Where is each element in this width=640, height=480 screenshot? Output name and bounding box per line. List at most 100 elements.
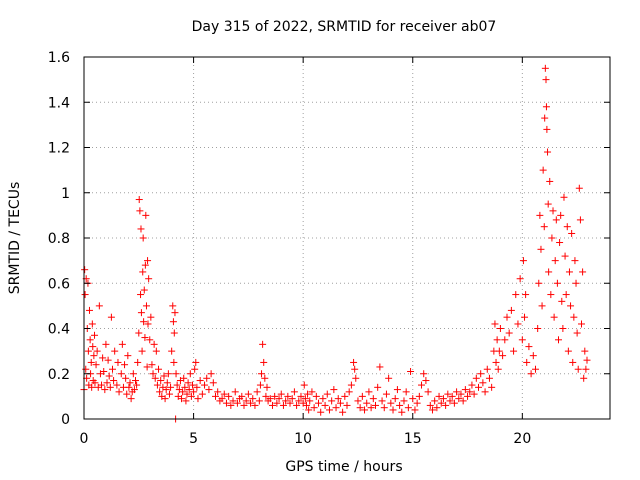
data-point bbox=[525, 343, 533, 351]
x-tick-label: 15 bbox=[404, 431, 422, 447]
data-point bbox=[222, 399, 230, 407]
data-point bbox=[133, 381, 141, 389]
data-point bbox=[277, 390, 285, 398]
data-point bbox=[297, 392, 305, 400]
data-point bbox=[110, 377, 118, 385]
data-point bbox=[576, 216, 584, 224]
data-point bbox=[415, 392, 423, 400]
data-point bbox=[510, 347, 518, 355]
data-point bbox=[371, 401, 379, 409]
data-point bbox=[181, 383, 189, 391]
data-point bbox=[575, 184, 583, 192]
data-point bbox=[332, 404, 340, 412]
data-point bbox=[499, 352, 507, 360]
data-point bbox=[580, 374, 588, 382]
data-point bbox=[148, 361, 156, 369]
data-point bbox=[183, 390, 191, 398]
data-point bbox=[190, 388, 198, 396]
data-point bbox=[308, 388, 316, 396]
data-point bbox=[86, 336, 94, 344]
data-point bbox=[168, 347, 176, 355]
data-point bbox=[343, 401, 351, 409]
chart-title: Day 315 of 2022, SRMTID for receiver ab0… bbox=[192, 19, 497, 35]
y-tick-label: 0.6 bbox=[48, 276, 70, 292]
data-point bbox=[178, 395, 186, 403]
data-point bbox=[126, 379, 134, 387]
data-point bbox=[448, 392, 456, 400]
data-point bbox=[328, 397, 336, 405]
data-point bbox=[391, 395, 399, 403]
data-point bbox=[134, 358, 142, 366]
data-point bbox=[365, 388, 373, 396]
data-point bbox=[367, 404, 375, 412]
data-point bbox=[518, 336, 526, 344]
data-point bbox=[475, 383, 482, 391]
data-point bbox=[118, 340, 126, 348]
data-point bbox=[531, 365, 539, 373]
data-point bbox=[149, 370, 157, 378]
y-tick-label: 1 bbox=[61, 186, 70, 202]
data-point bbox=[214, 388, 222, 396]
data-point bbox=[306, 397, 314, 405]
data-point bbox=[529, 352, 537, 360]
data-point bbox=[286, 399, 294, 407]
x-axis-label: GPS time / hours bbox=[285, 459, 402, 475]
data-point bbox=[273, 399, 281, 407]
data-point bbox=[247, 399, 255, 407]
data-point bbox=[150, 340, 158, 348]
data-point bbox=[581, 347, 589, 355]
data-point bbox=[483, 365, 491, 373]
data-point bbox=[169, 302, 177, 310]
data-point bbox=[171, 309, 179, 317]
data-point bbox=[492, 358, 500, 366]
data-point bbox=[282, 397, 290, 405]
data-point bbox=[527, 370, 535, 378]
data-point bbox=[101, 386, 109, 394]
data-point bbox=[187, 392, 195, 400]
data-point bbox=[519, 257, 527, 265]
data-point bbox=[301, 395, 309, 403]
data-point bbox=[139, 234, 147, 242]
data-point bbox=[312, 392, 320, 400]
data-point bbox=[369, 395, 377, 403]
data-point bbox=[225, 392, 233, 400]
data-point bbox=[407, 367, 415, 375]
data-point bbox=[545, 268, 553, 276]
data-point bbox=[249, 395, 257, 403]
data-point bbox=[420, 370, 428, 378]
data-point bbox=[106, 383, 114, 391]
data-point bbox=[95, 302, 103, 310]
data-point bbox=[442, 401, 450, 409]
plot-frame bbox=[83, 56, 611, 420]
data-point bbox=[253, 388, 261, 396]
axis-ticks: 0 5 10 15 20 0 0.2 0.4 0.6 0.8 1 1.2 1.4 1.6 bbox=[48, 50, 610, 447]
data-point bbox=[279, 401, 287, 409]
data-point bbox=[220, 390, 228, 398]
data-point bbox=[354, 397, 362, 405]
data-point bbox=[85, 306, 93, 314]
data-point bbox=[261, 374, 269, 382]
data-point bbox=[310, 404, 318, 412]
data-point bbox=[90, 352, 98, 360]
data-point bbox=[156, 388, 164, 396]
data-point bbox=[160, 372, 168, 380]
data-point bbox=[570, 313, 578, 321]
data-point bbox=[334, 395, 342, 403]
y-tick-label: 0.8 bbox=[48, 231, 70, 247]
data-point bbox=[163, 379, 171, 387]
data-point bbox=[146, 336, 154, 344]
data-point bbox=[161, 395, 169, 403]
data-point bbox=[262, 392, 270, 400]
data-point bbox=[450, 399, 458, 407]
data-point bbox=[172, 370, 180, 378]
data-point bbox=[117, 370, 125, 378]
data-point bbox=[361, 406, 369, 414]
data-point bbox=[376, 363, 384, 371]
data-point bbox=[135, 196, 143, 204]
data-point bbox=[347, 381, 355, 389]
data-point bbox=[142, 211, 150, 219]
data-point bbox=[143, 363, 151, 371]
data-point bbox=[231, 388, 239, 396]
data-point bbox=[541, 114, 549, 122]
